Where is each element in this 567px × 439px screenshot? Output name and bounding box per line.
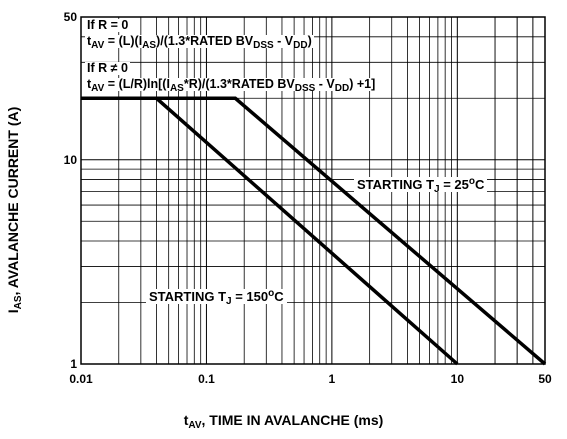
series-label-150c: STARTING TJ = 150oC — [146, 289, 287, 307]
x-tick-label: 1 — [329, 372, 336, 386]
formula-line-3: If R ≠ 0 — [85, 61, 130, 75]
x-tick-label: 10 — [451, 372, 465, 386]
formula-line-4: tAV = (L/R)ln[(IAS*R)/(1.3*RATED BVDSS -… — [85, 77, 378, 94]
x-tick-label: 50 — [538, 372, 552, 386]
plot-frame — [80, 16, 546, 365]
formula-line-2: tAV = (L)(IAS)/(1.3*RATED BVDSS - VDD) — [85, 34, 314, 51]
y-tick-label: 50 — [64, 10, 78, 24]
tick-labels: 0.01 0.1 1 10 50 1 10 50 — [64, 10, 552, 386]
x-tick-label: 0.1 — [198, 372, 215, 386]
y-axis-label: IAS, AVALANCHE CURRENT (A) — [5, 106, 24, 314]
series-label-25c: STARTING TJ = 25oC — [354, 177, 488, 195]
formula-line-1: If R = 0 — [85, 18, 131, 32]
data-series — [81, 96, 547, 366]
series-line-25c — [81, 96, 547, 366]
y-tick-label: 1 — [70, 357, 77, 371]
x-axis-label: tAV, TIME IN AVALANCHE (ms) — [183, 412, 384, 431]
x-tick-label: 0.01 — [69, 372, 93, 386]
series-line-150c — [81, 96, 459, 366]
y-tick-label: 10 — [64, 153, 78, 167]
